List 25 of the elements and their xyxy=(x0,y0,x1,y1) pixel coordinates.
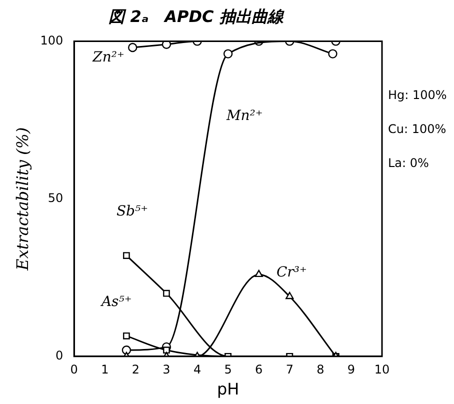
series-label: As⁵⁺ xyxy=(99,294,132,310)
x-tick-label: 2 xyxy=(132,362,140,377)
x-tick-label: 7 xyxy=(286,362,294,377)
x-tick-label: 6 xyxy=(255,362,263,377)
y-tick-label: 50 xyxy=(48,190,64,205)
text: La: 0% xyxy=(388,155,430,172)
x-tick-label: 4 xyxy=(193,362,202,377)
x-tick-label: 0 xyxy=(70,362,78,377)
text: Cu: 100% xyxy=(388,121,447,138)
x-tick-label: 8 xyxy=(316,362,324,377)
series-label: Cr³⁺ xyxy=(276,264,307,280)
x-axis-title: pH xyxy=(216,380,240,399)
y-tick-label: 0 xyxy=(55,348,64,363)
series-label: Zn²⁺ xyxy=(92,50,124,66)
text: Sb⁵⁺ xyxy=(116,204,148,220)
y-tick-label: 100 xyxy=(40,33,64,48)
x-tick-label: 10 xyxy=(374,362,390,377)
x-tick-label: 3 xyxy=(162,362,170,377)
text: Hg: 100% xyxy=(388,87,447,104)
series-label: Mn²⁺ xyxy=(225,108,263,124)
chart-title: 図 2ₐ APDC 抽出曲線 xyxy=(108,6,284,26)
y-axis-title: Extractability (%) xyxy=(12,127,32,272)
x-tick-label: 9 xyxy=(347,362,356,377)
x-tick-label: 5 xyxy=(224,362,232,377)
x-tick-label: 1 xyxy=(101,362,109,377)
